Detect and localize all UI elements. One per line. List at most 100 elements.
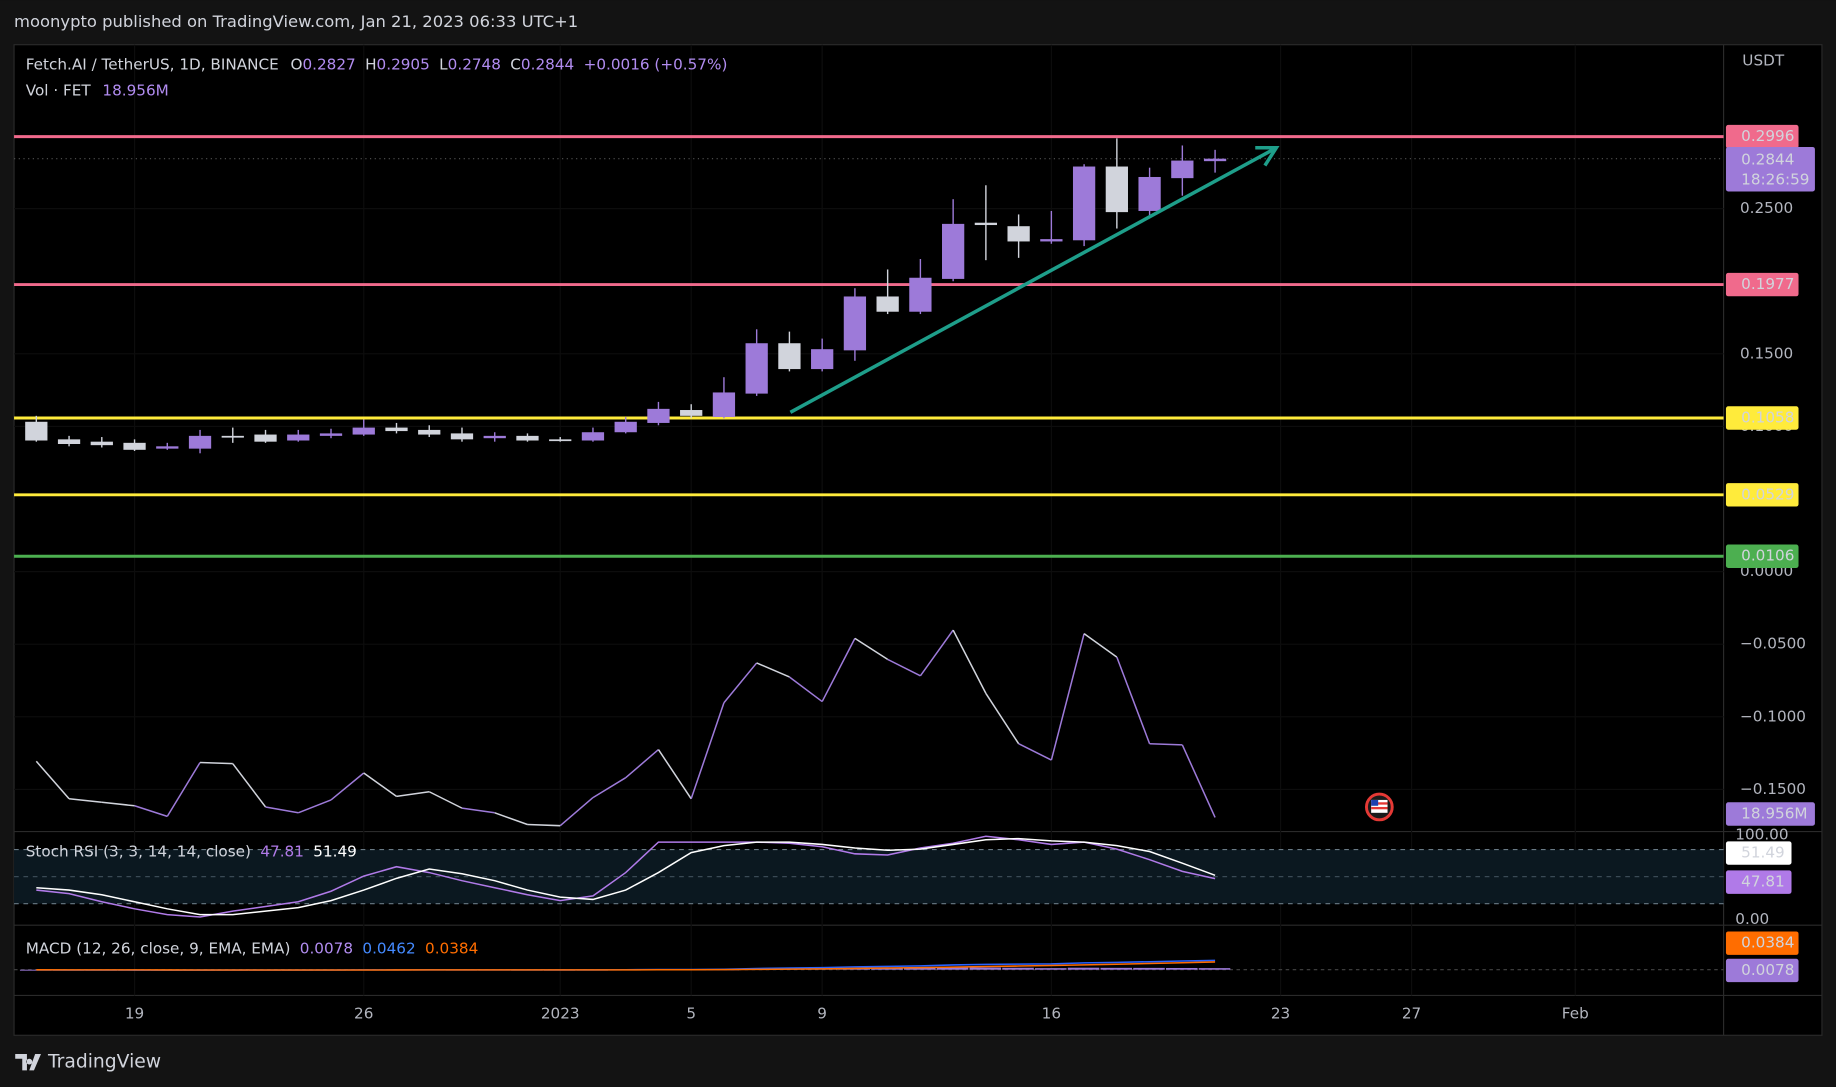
ohlc-value: 0.2905	[377, 55, 430, 73]
volume-line	[35, 760, 70, 800]
volume-line	[363, 772, 397, 798]
macd-signal-tag-bg	[1725, 931, 1799, 955]
y-tick-label: −0.1000	[1740, 707, 1806, 725]
volume-line	[527, 823, 561, 827]
volume-line	[200, 761, 233, 765]
trend-line	[789, 146, 1278, 414]
volume-line	[494, 812, 528, 826]
candle-body	[1138, 176, 1161, 211]
candle-body	[319, 433, 343, 436]
candle-body	[942, 223, 965, 279]
candle-body	[483, 435, 506, 439]
volume-line	[101, 801, 135, 807]
candle-body	[221, 435, 244, 438]
candle-body	[156, 446, 179, 449]
volume-line	[887, 658, 921, 677]
volume-line	[625, 749, 659, 779]
volume-line	[559, 797, 594, 827]
macd-hist-tag: 0.0078	[1741, 961, 1794, 979]
candle-body	[712, 392, 736, 417]
volume-legend: Vol · FET 18.956M	[26, 81, 169, 99]
macd-histogram-bar	[1067, 967, 1100, 970]
brand-logo	[15, 1054, 41, 1071]
level-tag: 0.2996	[1741, 127, 1794, 145]
countdown: 18:26:59	[1741, 170, 1809, 188]
volume-line	[232, 763, 267, 808]
change: +0.0016 (+0.57%)	[584, 55, 728, 73]
candle-body	[1203, 158, 1227, 162]
candle-body	[123, 442, 146, 450]
candle-body	[450, 433, 474, 440]
x-tick-label: 16	[1042, 1005, 1061, 1023]
volume-line	[330, 772, 365, 801]
stoch-k-line	[36, 835, 1216, 918]
symbol: Fetch.AI / TetherUS, 1D, BINANCE	[26, 55, 279, 73]
macd-signal-value: 0.0384	[425, 939, 478, 957]
candle-body	[1007, 226, 1030, 242]
macd-value: 0.0462	[362, 939, 415, 957]
candle-body	[745, 343, 768, 394]
volume-line	[756, 662, 790, 678]
volume-line	[166, 762, 201, 817]
candle-body	[876, 296, 899, 312]
x-tick-label: 26	[354, 1005, 373, 1023]
candle-body	[57, 439, 81, 444]
volume-line	[788, 676, 823, 703]
ohlc-value: 0.2827	[302, 55, 355, 73]
y-tick-label: 0.1500	[1740, 344, 1793, 362]
candle-body	[614, 421, 637, 433]
plot	[14, 135, 1724, 971]
volume-name: Vol · FET	[26, 81, 92, 99]
ohlc-value: 0.2844	[521, 55, 574, 73]
level-tag: 0.0529	[1741, 485, 1794, 503]
last-price-tag-bg	[1725, 146, 1815, 192]
macd-signal-line	[36, 961, 1216, 971]
stoch-k-value: 47.81	[260, 842, 304, 860]
volume-line	[1116, 656, 1151, 744]
volume-line	[723, 662, 758, 704]
macd-histogram-bar	[1133, 967, 1165, 970]
x-tick-label: Feb	[1562, 1005, 1589, 1023]
level-tag-bg	[1725, 483, 1799, 507]
candle-body	[1040, 239, 1063, 242]
level-tag-bg	[1725, 272, 1799, 297]
x-tick-label: 9	[817, 1005, 827, 1023]
volume-line	[919, 629, 954, 677]
volume-value: 18.956M	[102, 81, 168, 99]
event-icon[interactable]	[1364, 792, 1394, 822]
ohlc-value: 0.2748	[448, 55, 501, 73]
macd-histogram-bar	[1002, 967, 1034, 970]
candle-body	[811, 349, 834, 370]
candle-body	[1171, 160, 1194, 179]
volume-line	[1083, 633, 1118, 658]
candle-body	[352, 427, 375, 435]
y-tick-label: 0.2500	[1740, 199, 1793, 217]
volume-tag: 18.956M	[1741, 804, 1807, 822]
stoch-d-tag: 51.49	[1741, 844, 1785, 862]
candle-body	[843, 296, 867, 351]
candle-body	[647, 408, 670, 423]
grid: 1926202359162327Feb0.25000.15000.10000.0…	[14, 44, 1806, 1023]
ohlc-key: L	[439, 55, 448, 73]
macd-histogram-bar	[969, 967, 1002, 970]
volume-line	[134, 805, 168, 818]
candle-body	[1105, 166, 1128, 213]
volume-line	[821, 637, 856, 702]
stoch-d-line	[36, 837, 1216, 916]
macd-histogram-bar	[1100, 967, 1133, 970]
macd-histogram-bar	[904, 967, 936, 970]
macd-histogram-bar	[871, 968, 903, 970]
macd-signal-tag: 0.0384	[1741, 934, 1794, 952]
volume-line	[1149, 742, 1183, 746]
ohlc-key: O	[290, 55, 302, 73]
level-tag: 0.1977	[1741, 275, 1794, 293]
ohlc-key: C	[510, 55, 521, 73]
volume-line	[657, 749, 692, 800]
x-tick-label: 5	[686, 1005, 696, 1023]
y-tick-label: −0.0500	[1740, 635, 1806, 653]
macd-histogram-bar	[1165, 967, 1198, 970]
volume-line	[952, 629, 987, 694]
y-tick-label: −0.1500	[1740, 780, 1806, 798]
candle-body	[1072, 166, 1096, 241]
